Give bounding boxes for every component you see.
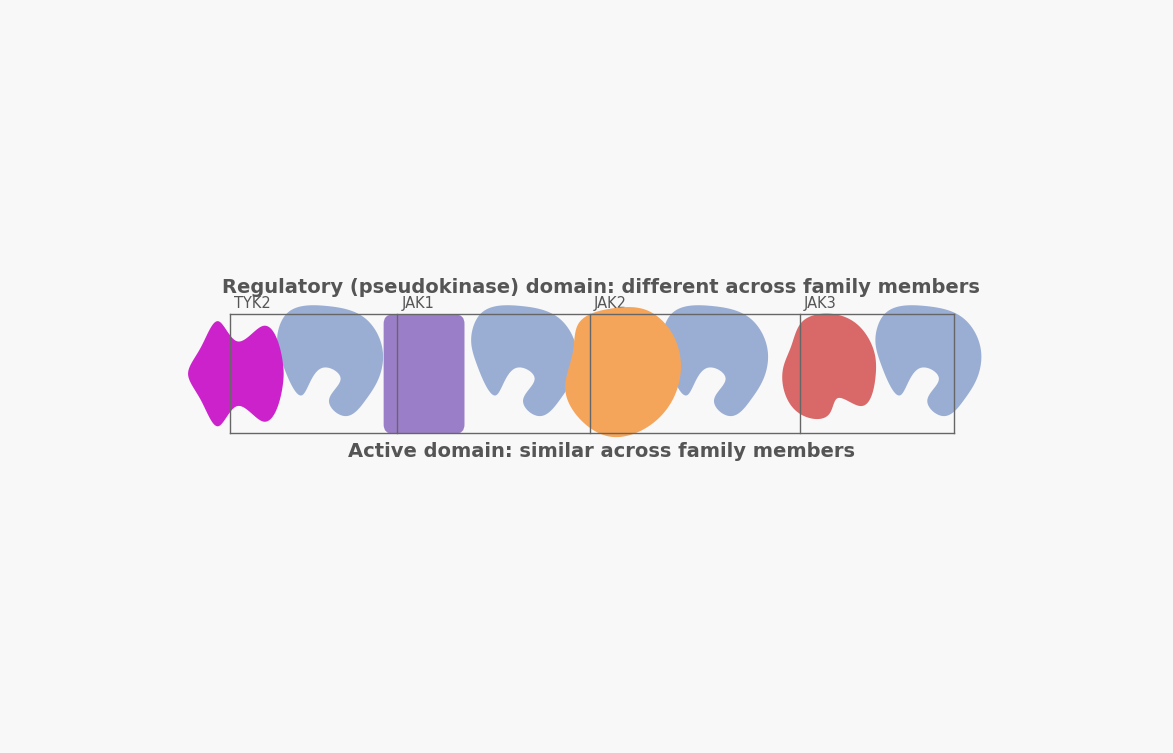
Polygon shape (472, 305, 577, 416)
Polygon shape (875, 305, 982, 416)
Text: JAK3: JAK3 (804, 297, 836, 311)
FancyBboxPatch shape (384, 315, 465, 434)
Text: Active domain: similar across family members: Active domain: similar across family mem… (347, 442, 855, 462)
Polygon shape (565, 307, 682, 437)
Text: JAK2: JAK2 (594, 297, 626, 311)
Text: TYK2: TYK2 (235, 297, 271, 311)
Polygon shape (782, 313, 876, 419)
Text: JAK1: JAK1 (401, 297, 434, 311)
Polygon shape (662, 305, 768, 416)
Text: Regulatory (pseudokinase) domain: different across family members: Regulatory (pseudokinase) domain: differ… (222, 279, 981, 297)
Polygon shape (188, 321, 284, 426)
Polygon shape (277, 305, 384, 416)
